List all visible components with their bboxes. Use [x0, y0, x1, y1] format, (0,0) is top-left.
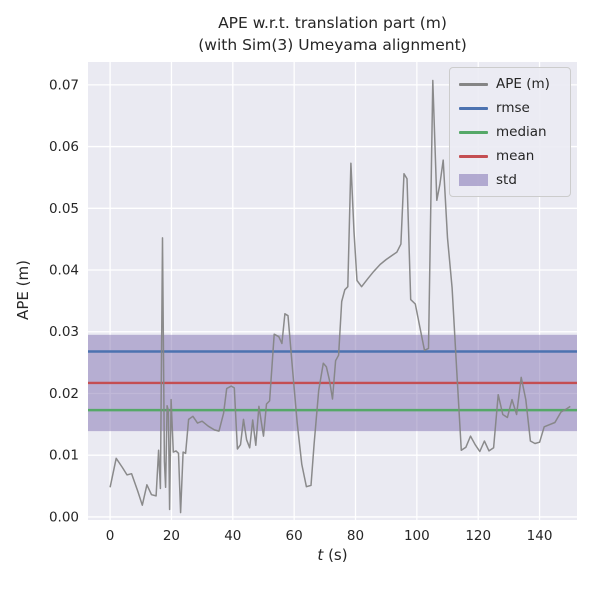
x-tick-label: 0: [106, 528, 115, 544]
y-tick-label: 0.00: [49, 509, 79, 525]
legend-label: APE (m): [496, 76, 550, 92]
y-tick-label: 0.06: [49, 139, 79, 155]
x-tick-label: 100: [404, 528, 430, 544]
legend-swatch-line: [459, 82, 488, 86]
ape-line: [109, 79, 571, 514]
legend-label: rmse: [496, 100, 530, 116]
legend-item: rmse: [459, 98, 561, 118]
legend-swatch-band: [459, 174, 488, 186]
y-tick-label: 0.03: [49, 324, 79, 340]
legend-item: std: [459, 170, 561, 190]
x-tick-label: 40: [224, 528, 241, 544]
x-axis-label-var: t: [317, 546, 324, 564]
y-tick-label: 0.05: [49, 201, 79, 217]
y-tick-label: 0.02: [49, 386, 79, 402]
legend-item: mean: [459, 146, 561, 166]
chart-title-line2: (with Sim(3) Umeyama alignment): [198, 35, 467, 54]
legend-swatch-line: [459, 154, 488, 158]
x-axis-label-unit: (s): [323, 546, 348, 564]
legend-label: median: [496, 124, 547, 140]
y-tick-label: 0.07: [49, 77, 79, 93]
x-tick-label: 120: [465, 528, 491, 544]
legend-label: std: [496, 172, 517, 188]
legend: APE (m) rmse median mean std: [449, 67, 571, 197]
x-tick-label: 140: [527, 528, 553, 544]
chart-title-line1: APE w.r.t. translation part (m): [218, 14, 447, 32]
legend-label: mean: [496, 148, 535, 164]
y-tick-label: 0.01: [49, 448, 79, 464]
x-tick-label: 20: [163, 528, 180, 544]
x-axis-label: t (s): [88, 546, 577, 564]
chart-title: APE w.r.t. translation part (m) (with Si…: [88, 13, 577, 56]
legend-swatch-line: [459, 130, 488, 134]
legend-swatch-line: [459, 106, 488, 110]
legend-item: median: [459, 122, 561, 142]
legend-item: APE (m): [459, 74, 561, 94]
y-tick-label: 0.04: [49, 263, 79, 279]
y-axis-label: APE (m): [14, 260, 32, 320]
x-tick-label: 80: [347, 528, 364, 544]
x-tick-label: 60: [286, 528, 303, 544]
